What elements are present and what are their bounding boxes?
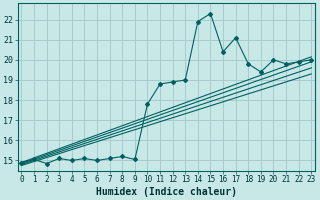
X-axis label: Humidex (Indice chaleur): Humidex (Indice chaleur) bbox=[96, 186, 237, 197]
